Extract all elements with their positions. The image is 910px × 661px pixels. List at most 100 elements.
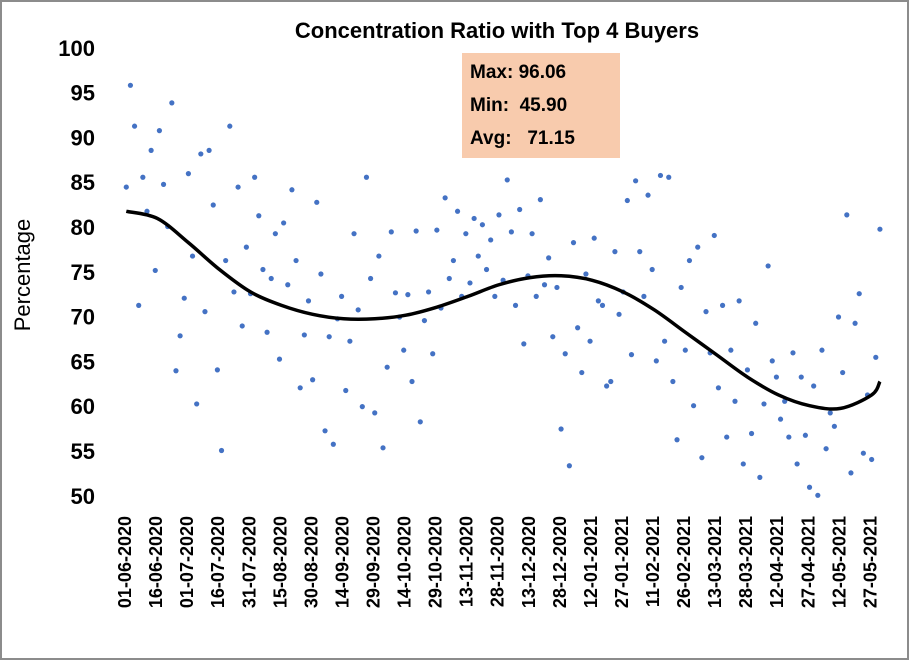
data-point [773,374,780,380]
data-point [260,266,266,273]
data-point [624,197,630,204]
data-point [811,383,817,389]
data-point [214,367,220,373]
data-point [231,289,237,295]
data-point [616,311,622,317]
y-tick-label: 65 [71,349,95,374]
data-point [409,378,415,385]
data-point [492,293,498,299]
data-point [239,323,245,329]
data-point [753,320,759,326]
data-point [359,404,365,410]
data-point [633,178,639,184]
data-point [608,378,614,385]
data-point [670,378,676,385]
data-point [645,192,651,198]
data-point [351,231,357,237]
data-point [550,334,556,340]
data-point [848,470,854,476]
data-point [724,434,730,440]
data-point [840,369,846,376]
x-tick-label: 30-08-2020 [301,516,321,608]
data-point [599,302,606,308]
x-tick-label: 15-08-2020 [270,516,290,608]
data-point [587,338,593,344]
x-tick-label: 01-06-2020 [115,516,135,608]
data-point [769,358,775,364]
y-tick-label: 95 [71,81,95,106]
stats-min: Min: 45.90 [470,95,567,116]
x-tick-label: 28-11-2020 [488,516,508,607]
data-point [463,231,469,237]
x-tick-label: 28-03-2021 [736,516,756,608]
x-tick-label: 27-05-2021 [860,516,880,608]
data-point [649,266,655,273]
data-point [496,212,502,218]
data-point [185,171,191,177]
y-tick-label: 100 [58,36,95,61]
data-point [363,174,370,180]
data-point [575,325,581,331]
data-point [595,298,601,304]
data-point [579,369,585,376]
data-point [218,447,225,454]
x-tick-label: 14-09-2020 [332,516,352,608]
data-point [310,377,316,383]
data-point [235,184,241,190]
data-point [243,244,249,250]
data-point [504,177,510,183]
data-point [314,199,320,205]
data-point [591,235,597,241]
data-point [450,257,457,264]
data-point [446,275,452,282]
data-point [877,226,883,232]
data-point [517,206,523,213]
data-point [583,271,589,277]
data-point [343,387,349,394]
data-point [268,275,274,282]
data-point [442,195,448,201]
data-point [662,338,668,344]
data-point [823,446,829,452]
data-point [678,284,684,291]
data-point [748,430,755,437]
data-point [790,350,796,356]
data-point [430,351,436,357]
x-tick-label: 26-02-2021 [674,516,694,608]
y-tick-label: 90 [71,125,95,150]
data-point [740,461,746,467]
data-point [732,398,738,404]
data-point [744,367,751,373]
y-tick-label: 80 [71,215,95,240]
data-point [326,334,332,340]
data-point [388,229,394,235]
data-point [305,298,312,304]
data-point [699,455,705,461]
data-point [392,290,399,296]
y-tick-label: 85 [71,170,95,195]
data-point [537,197,543,203]
y-tick-label: 70 [71,305,95,330]
data-point [417,419,423,425]
data-point [674,437,680,443]
data-point [123,184,129,190]
data-point [380,445,386,451]
data-point [637,249,643,255]
x-tick-label: 13-11-2020 [457,516,477,607]
data-point [546,255,552,261]
data-point [628,352,635,358]
data-point [140,174,146,180]
x-tick-label: 13-12-2020 [519,516,539,608]
data-point [425,289,432,295]
data-point [384,364,390,370]
x-tick-label: 27-04-2021 [798,516,818,608]
data-point [322,428,328,434]
data-point [355,307,361,313]
data-point [657,172,664,179]
data-point [612,249,618,255]
data-point [421,317,428,324]
data-point [206,147,212,153]
data-point [475,253,481,259]
x-tick-label: 13-03-2021 [705,516,725,608]
